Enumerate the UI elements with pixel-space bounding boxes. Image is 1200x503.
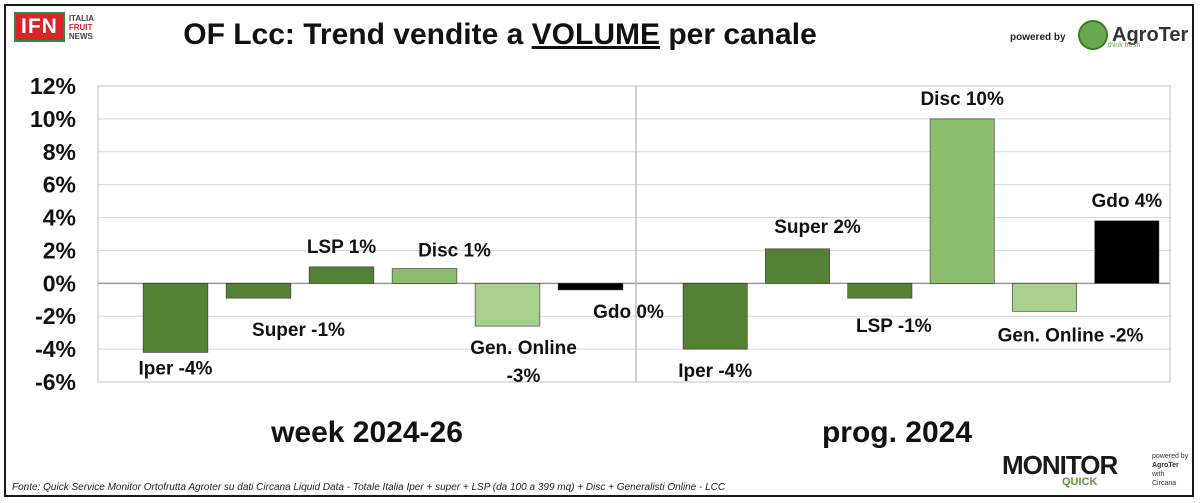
data-label: LSP -1%	[856, 316, 932, 337]
bar-disc	[391, 268, 458, 284]
agroter-logo: AgroTer think fresh	[1078, 20, 1188, 50]
panel-title: week 2024-26	[270, 416, 463, 449]
y-tick-label: 12%	[30, 73, 76, 99]
ifn-wordmark: ITALIA FRUIT NEWS	[68, 13, 95, 41]
bar-iper	[682, 283, 748, 350]
bar-gdo	[557, 283, 624, 291]
data-label: Disc 10%	[920, 89, 1004, 110]
data-label: Gen. Online -2%	[998, 325, 1144, 346]
agroter-name: AgroTer	[1112, 23, 1189, 46]
y-tick-label: 2%	[43, 237, 76, 263]
quick-wordmark: QUICK	[1062, 476, 1098, 488]
data-label: LSP 1%	[307, 237, 376, 258]
source-footnote: Fonte: Quick Service Monitor Ortofrutta …	[12, 482, 726, 493]
monitor-side-credits: powered by AgroTer with Circana	[1152, 453, 1189, 487]
ifn-mark: IFN	[14, 12, 65, 42]
data-label: Gen. Online -3%	[470, 338, 577, 387]
agroter-tagline: think fresh	[1108, 42, 1141, 49]
data-label: Gdo 0%	[593, 302, 664, 323]
y-tick-label: 0%	[43, 270, 76, 296]
ifn-logo: IFN ITALIA FRUIT NEWS	[14, 12, 94, 42]
bar-gen-online	[474, 283, 541, 327]
panel-title: prog. 2024	[822, 416, 972, 449]
bar-gen-online	[1012, 283, 1077, 312]
bar-iper	[142, 283, 209, 353]
y-tick-label: -4%	[35, 336, 76, 362]
bar-super	[765, 248, 830, 284]
powered-by-label: powered by	[1010, 32, 1066, 43]
bar-lsp	[847, 283, 913, 299]
monitor-wordmark: MONITOR	[1002, 450, 1118, 480]
bar-gdo	[1094, 220, 1160, 284]
monitor-quick-logo: MONITOR QUICK	[1002, 450, 1118, 488]
agroter-leaf-icon	[1078, 20, 1108, 50]
y-tick-label: 6%	[43, 172, 76, 198]
bar-disc	[929, 118, 995, 284]
data-label: Disc 1%	[418, 241, 491, 262]
data-label: Gdo 4%	[1091, 191, 1162, 212]
y-tick-label: 8%	[43, 139, 76, 165]
data-label: Super 2%	[774, 217, 861, 238]
data-label: Iper -4%	[678, 361, 752, 382]
y-tick-label: -6%	[35, 369, 76, 395]
bar-lsp	[308, 266, 375, 284]
y-tick-label: 4%	[43, 205, 76, 231]
data-label: Super -1%	[252, 320, 345, 341]
bar-super	[225, 283, 292, 299]
title-underlined: VOLUME	[531, 18, 660, 51]
plot-area-border	[97, 85, 1171, 383]
data-label: Iper -4%	[139, 358, 213, 379]
chart-title: OF Lcc: Trend vendite a VOLUME per canal…	[183, 18, 817, 51]
y-tick-label: -2%	[35, 303, 76, 329]
y-tick-label: 10%	[30, 106, 76, 132]
